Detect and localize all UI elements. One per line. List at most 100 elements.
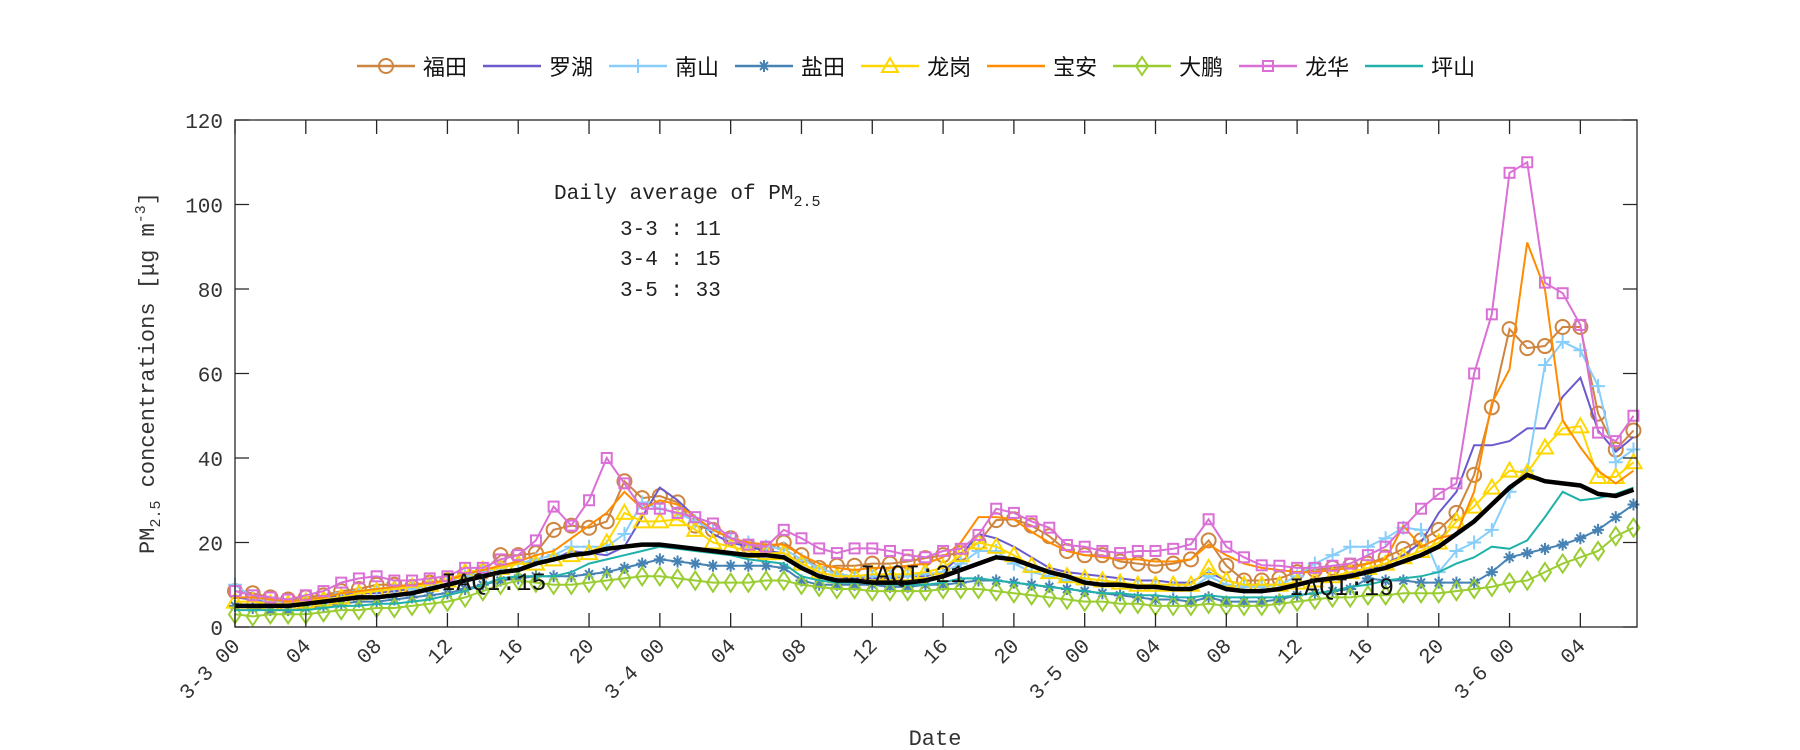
data-point-marker: [352, 572, 365, 585]
iaqi-label: IAQI:21: [860, 561, 965, 590]
data-point-marker: [1627, 409, 1640, 422]
data-point-marker: [1396, 582, 1411, 605]
data-point-marker: [1609, 511, 1622, 524]
legend-item-坪山: 坪山: [1363, 50, 1475, 82]
data-point-marker: [1184, 538, 1197, 551]
data-point-marker: [636, 502, 649, 515]
data-point-marker: [670, 567, 685, 590]
series-line-龙岗: [235, 425, 1635, 605]
data-point-marker: [245, 605, 260, 628]
data-point-marker: [494, 574, 507, 587]
data-point-marker: [1131, 544, 1144, 557]
iaqi-label: IAQI:19: [1289, 574, 1394, 603]
x-tick-label: 08: [1203, 636, 1237, 670]
data-point-marker: [1468, 576, 1481, 589]
y-tick-label: 60: [198, 366, 223, 389]
legend: 福田 罗湖 南山 盐田 龙岗 宝安 大鹏 龙华 坪山: [355, 50, 1475, 82]
legend-marker: [1134, 55, 1150, 77]
y-label-pm: PM: [136, 528, 161, 554]
data-point-marker: [565, 519, 578, 532]
data-point-marker: [671, 506, 684, 519]
data-point-marker: [723, 571, 738, 594]
data-point-marker: [1361, 572, 1374, 585]
legend-label: 福田: [423, 56, 468, 81]
data-point-marker: [829, 578, 845, 600]
data-point-marker: [685, 519, 705, 537]
data-point-marker: [370, 570, 383, 583]
data-point-marker: [1482, 477, 1502, 495]
iaqi-labels: IAQI:15 IAQI:21 IAQI:19: [441, 561, 1394, 603]
data-point-marker: [760, 559, 773, 572]
data-point-marker: [794, 573, 809, 596]
data-point-marker: [1588, 466, 1608, 485]
data-point-marker: [758, 569, 774, 592]
data-point-marker: [1183, 595, 1199, 617]
legend-item-龙岗: 龙岗: [859, 50, 971, 82]
data-point-marker: [1165, 555, 1182, 572]
data-point-marker: [1592, 426, 1605, 439]
data-point-marker: [1325, 586, 1340, 609]
data-point-marker: [512, 549, 525, 562]
data-point-marker: [1059, 588, 1075, 611]
data-point-marker: [545, 521, 562, 538]
data-point-marker: [512, 572, 525, 585]
data-point-marker: [988, 580, 1004, 602]
data-point-marker: [387, 597, 402, 619]
data-point-marker: [986, 536, 1006, 554]
data-point-marker: [935, 547, 952, 564]
y-label-end: ]: [136, 192, 161, 205]
x-tick-label: 3-5 00: [1026, 636, 1096, 706]
data-point-marker: [1609, 435, 1622, 448]
data-point-marker: [1503, 551, 1516, 564]
data-point-marker: [1149, 593, 1162, 606]
data-point-marker: [1520, 569, 1535, 592]
data-point-marker: [1519, 340, 1536, 357]
legend-marker: [1262, 60, 1275, 72]
legend-label: 大鹏: [1179, 56, 1224, 81]
data-point-marker: [1591, 379, 1606, 394]
data-point-marker: [1289, 590, 1305, 613]
data-point-marker: [1112, 553, 1129, 570]
data-point-marker: [1592, 523, 1605, 536]
x-tick-label: 12: [424, 636, 458, 670]
annotation-title-sub: 2.5: [793, 194, 820, 211]
data-point-marker: [388, 574, 401, 587]
data-point-marker: [689, 511, 702, 524]
legend-item-大鹏: 大鹏: [1111, 50, 1223, 82]
data-point-marker: [724, 532, 737, 545]
data-point-marker: [1096, 544, 1109, 557]
data-point-marker: [1538, 276, 1551, 289]
data-point-marker: [724, 559, 737, 572]
data-point-marker: [688, 569, 703, 592]
data-point-marker: [971, 578, 986, 600]
data-point-marker: [1200, 532, 1217, 549]
data-point-marker: [830, 578, 843, 591]
x-tick-label: 04: [1132, 636, 1166, 670]
data-point-marker: [563, 517, 580, 534]
data-point-marker: [1627, 498, 1640, 511]
data-point-marker: [760, 540, 773, 553]
data-point-marker: [706, 559, 719, 572]
annotation-line-3-5: 3-5 : 33: [620, 280, 721, 303]
data-point-marker: [476, 561, 489, 574]
data-point-marker: [968, 532, 989, 550]
data-point-marker: [617, 527, 632, 542]
data-point-marker: [599, 569, 614, 592]
data-point-marker: [264, 591, 277, 604]
data-point-marker: [1343, 586, 1358, 609]
data-point-marker: [1042, 586, 1057, 609]
y-label-sub: 2.5: [148, 501, 165, 528]
y-tick-label: 20: [198, 535, 223, 558]
data-point-marker: [650, 511, 670, 529]
data-point-marker: [1431, 582, 1446, 605]
line-swatch-icon: [483, 64, 542, 68]
data-point-marker: [1130, 592, 1146, 615]
data-point-marker: [1397, 521, 1410, 534]
data-point-marker: [937, 578, 950, 591]
x-tick-label: 12: [849, 636, 883, 670]
data-point-marker: [777, 561, 790, 574]
data-point-marker: [935, 578, 951, 600]
data-point-marker: [1446, 511, 1467, 529]
plus-marker-icon: [609, 59, 668, 73]
data-point-marker: [883, 544, 896, 557]
